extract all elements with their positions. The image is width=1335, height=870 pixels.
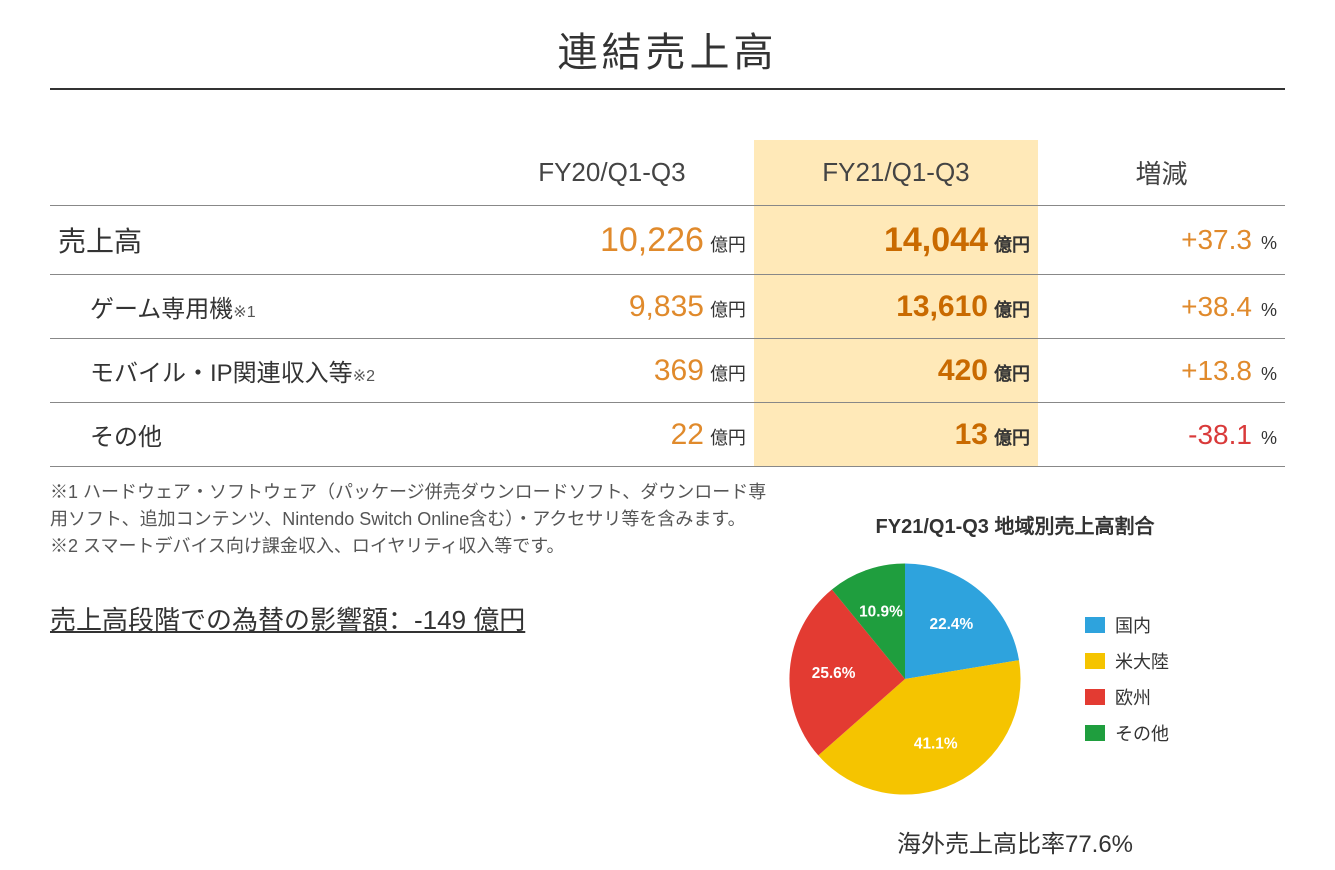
pie-slice-label: 22.4% <box>930 616 974 633</box>
sales-table: FY20/Q1-Q3 FY21/Q1-Q3 増減 売上高10,226億円14,0… <box>50 140 1285 467</box>
pie-legend: 国内米大陸欧州その他 <box>1085 602 1169 756</box>
fy21-value: 13億円 <box>754 403 1038 467</box>
col-fy20: FY20/Q1-Q3 <box>470 140 754 206</box>
row-label: モバイル・IP関連収入等※2 <box>50 339 470 403</box>
row-label: 売上高 <box>50 206 470 275</box>
table-row: ゲーム専用機※19,835億円13,610億円+38.4 % <box>50 275 1285 339</box>
pie-slice-label: 41.1% <box>914 736 958 753</box>
legend-swatch <box>1085 617 1105 633</box>
change-value: -38.1 % <box>1038 403 1285 467</box>
footnotes: ※1 ハードウェア・ソフトウェア（パッケージ併売ダウンロードソフト、ダウンロード… <box>50 479 770 560</box>
legend-swatch <box>1085 653 1105 669</box>
legend-item: 国内 <box>1085 612 1169 638</box>
legend-item: その他 <box>1085 720 1169 746</box>
legend-label: その他 <box>1115 720 1169 746</box>
footnote-2: ※2 スマートデバイス向け課金収入、ロイヤリティ収入等です。 <box>50 533 770 560</box>
overseas-ratio: 海外売上高比率77.6% <box>755 824 1275 859</box>
fy21-value: 13,610億円 <box>754 275 1038 339</box>
legend-item: 米大陸 <box>1085 648 1169 674</box>
legend-label: 欧州 <box>1115 684 1151 710</box>
table-row: その他22億円13億円-38.1 % <box>50 403 1285 467</box>
pie-section: FY21/Q1-Q3 地域別売上高割合 22.4% 41.1% 25.6% 10.9%… <box>755 510 1275 859</box>
legend-label: 国内 <box>1115 612 1151 638</box>
note-mark: ※1 <box>233 304 255 321</box>
fy21-value: 420億円 <box>754 339 1038 403</box>
table-row: モバイル・IP関連収入等※2369億円420億円+13.8 % <box>50 339 1285 403</box>
fy20-value: 369億円 <box>470 339 754 403</box>
footnote-1: ※1 ハードウェア・ソフトウェア（パッケージ併売ダウンロードソフト、ダウンロード… <box>50 479 770 533</box>
col-blank <box>50 140 470 206</box>
change-value: +13.8 % <box>1038 339 1285 403</box>
legend-item: 欧州 <box>1085 684 1169 710</box>
table-row: 売上高10,226億円14,044億円+37.3 % <box>50 206 1285 275</box>
page-title: 連結売上高 <box>50 20 1285 90</box>
row-label: その他 <box>50 403 470 467</box>
note-mark: ※2 <box>353 368 375 385</box>
legend-swatch <box>1085 689 1105 705</box>
pie-chart: 22.4% 41.1% 25.6% 10.9% <box>755 549 1055 809</box>
fy21-value: 14,044億円 <box>754 206 1038 275</box>
fy20-value: 22億円 <box>470 403 754 467</box>
col-change: 増減 <box>1038 140 1285 206</box>
pie-slice-label: 10.9% <box>859 603 903 620</box>
fy20-value: 9,835億円 <box>470 275 754 339</box>
pie-title: FY21/Q1-Q3 地域別売上高割合 <box>755 510 1275 539</box>
legend-label: 米大陸 <box>1115 648 1169 674</box>
change-value: +38.4 % <box>1038 275 1285 339</box>
fy20-value: 10,226億円 <box>470 206 754 275</box>
col-fy21: FY21/Q1-Q3 <box>754 140 1038 206</box>
change-value: +37.3 % <box>1038 206 1285 275</box>
row-label: ゲーム専用機※1 <box>50 275 470 339</box>
pie-slice-label: 25.6% <box>812 665 856 682</box>
legend-swatch <box>1085 725 1105 741</box>
